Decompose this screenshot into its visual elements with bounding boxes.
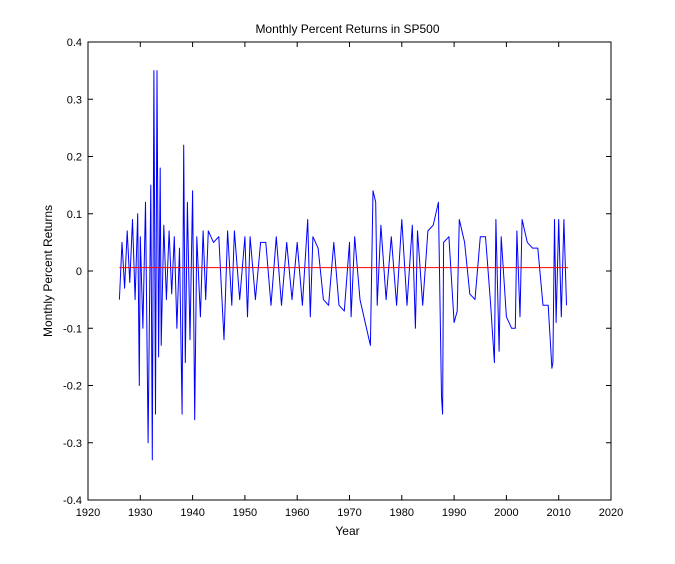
x-tick-label: 1930 bbox=[128, 507, 152, 519]
y-tick-label: 0.4 bbox=[67, 37, 82, 49]
x-tick-label: 1940 bbox=[180, 507, 204, 519]
x-tick-label: 1920 bbox=[76, 507, 100, 519]
y-axis-title: Monthly Percent Returns bbox=[41, 205, 55, 337]
y-tick-label: -0.3 bbox=[63, 438, 82, 450]
y-tick-label: -0.2 bbox=[63, 381, 82, 393]
tick-layer: 1920 1930 1940 1950 1960 1970 1980 1990 2000 2010… bbox=[63, 37, 623, 519]
x-tick-label: 2010 bbox=[546, 507, 570, 519]
y-tick-label: -0.1 bbox=[63, 323, 82, 335]
x-axis-title: Year bbox=[335, 524, 359, 538]
x-tick-label: 1980 bbox=[390, 507, 414, 519]
y-tick-label: 0.3 bbox=[67, 94, 82, 106]
series-line-1 bbox=[118, 70, 567, 461]
x-tick-label: 1960 bbox=[285, 507, 309, 519]
plot-area bbox=[88, 42, 611, 500]
y-tick-label: 0.2 bbox=[67, 152, 82, 164]
x-tick-label: 1970 bbox=[337, 507, 361, 519]
x-tick-label: 2000 bbox=[494, 507, 518, 519]
x-tick-label: 1990 bbox=[442, 507, 466, 519]
data-layer bbox=[118, 70, 569, 461]
x-tick-label: 2020 bbox=[599, 507, 623, 519]
chart-title: Monthly Percent Returns in SP500 bbox=[255, 22, 439, 36]
x-tick-label: 1950 bbox=[233, 507, 257, 519]
y-tick-label: 0.1 bbox=[67, 209, 82, 221]
y-tick-label: -0.4 bbox=[63, 495, 82, 507]
y-tick-label: 0 bbox=[76, 266, 82, 278]
